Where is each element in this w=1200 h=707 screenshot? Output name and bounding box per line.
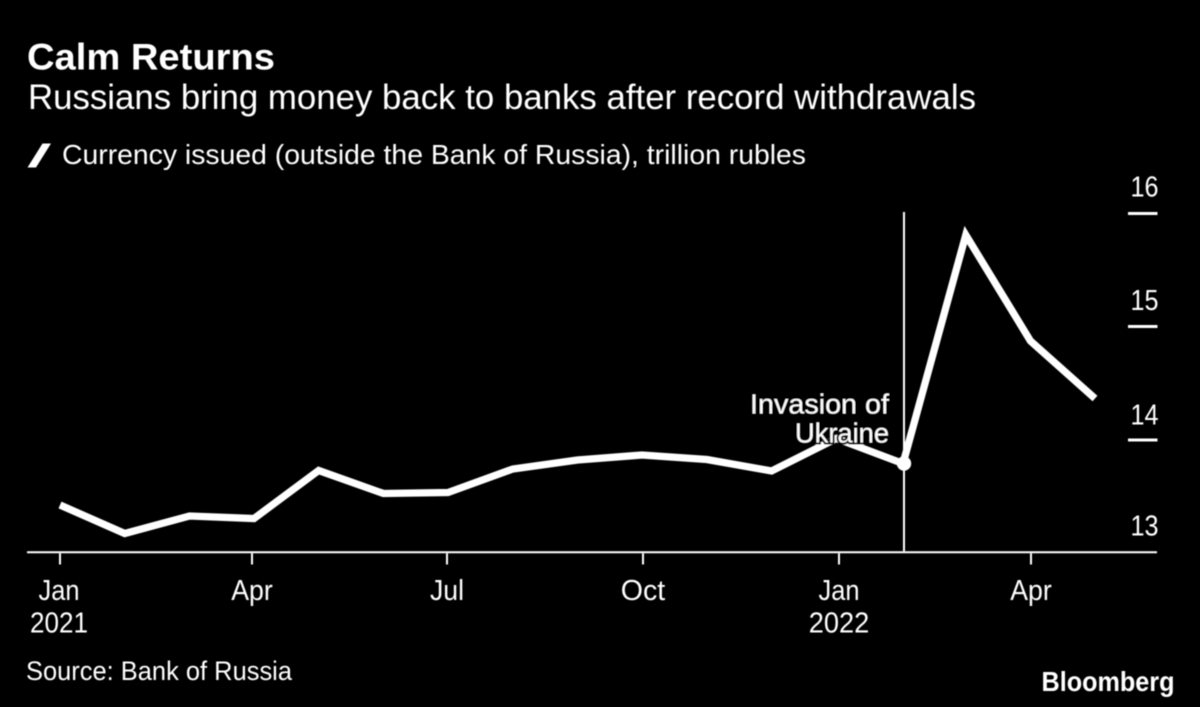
svg-text:Currency issued (outside the B: Currency issued (outside the Bank of Rus… xyxy=(62,139,806,170)
svg-text:Apr: Apr xyxy=(231,575,273,607)
svg-text:Bloomberg: Bloomberg xyxy=(1042,666,1175,697)
svg-text:2022: 2022 xyxy=(809,608,870,640)
svg-text:Oct: Oct xyxy=(621,575,666,607)
svg-text:Jan: Jan xyxy=(819,575,860,607)
svg-text:14: 14 xyxy=(1131,400,1159,432)
svg-text:Calm Returns: Calm Returns xyxy=(27,37,275,78)
svg-text:Apr: Apr xyxy=(1010,575,1052,607)
svg-text:2021: 2021 xyxy=(30,608,88,640)
svg-text:16: 16 xyxy=(1131,172,1159,204)
svg-text:15: 15 xyxy=(1131,285,1159,317)
svg-text:Source: Bank of Russia: Source: Bank of Russia xyxy=(26,656,293,686)
svg-text:Jan: Jan xyxy=(39,575,80,607)
svg-text:Invasion of: Invasion of xyxy=(750,388,889,419)
svg-text:Russians bring money back to b: Russians bring money back to banks after… xyxy=(28,78,976,117)
svg-text:13: 13 xyxy=(1131,511,1159,543)
svg-text:Ukraine: Ukraine xyxy=(795,418,889,449)
svg-text:Jul: Jul xyxy=(430,575,464,607)
